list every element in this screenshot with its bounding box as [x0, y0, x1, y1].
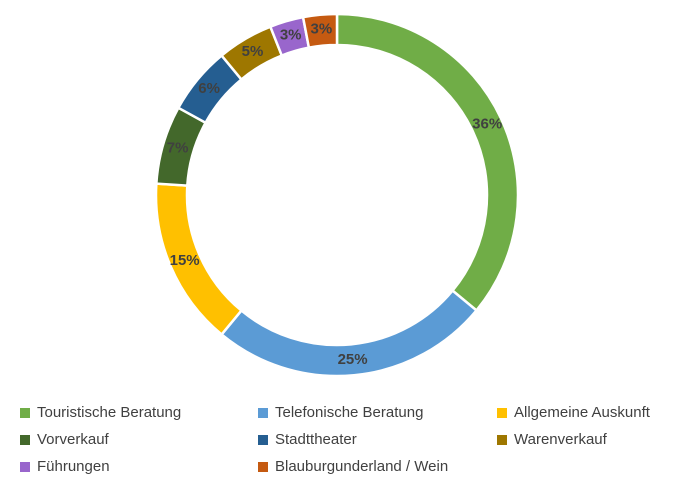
legend-label: Touristische Beratung	[37, 404, 181, 421]
legend-marker	[258, 435, 268, 445]
legend-marker	[258, 408, 268, 418]
legend-label: Führungen	[37, 458, 110, 475]
legend-marker	[497, 435, 507, 445]
legend-marker	[20, 462, 30, 472]
legend-marker	[20, 435, 30, 445]
value-label: 3%	[311, 21, 333, 38]
legend-label: Vorverkauf	[37, 431, 110, 448]
legend-label: Telefonische Beratung	[275, 404, 423, 421]
value-label: 36%	[472, 115, 502, 132]
legend-marker	[20, 408, 30, 418]
value-label: 7%	[167, 140, 189, 157]
donut-segment	[335, 12, 520, 313]
donut-segment	[301, 12, 339, 50]
value-label: 5%	[242, 43, 264, 60]
value-label: 6%	[198, 80, 220, 97]
value-label: 15%	[170, 252, 200, 269]
legend-marker	[258, 462, 268, 472]
legend-marker	[497, 408, 507, 418]
legend-label: Warenverkauf	[514, 431, 608, 448]
legend-label: Blauburgunderland / Wein	[275, 458, 448, 475]
legend-label: Allgemeine Auskunft	[514, 404, 651, 421]
value-label: 25%	[338, 351, 368, 368]
value-label: 3%	[280, 27, 302, 44]
legend-label: Stadttheater	[275, 431, 357, 448]
